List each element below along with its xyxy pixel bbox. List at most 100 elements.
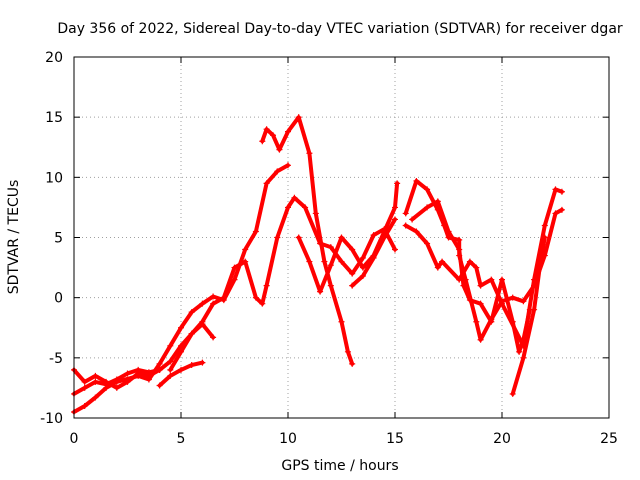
- data-point: [537, 258, 544, 265]
- data-point: [231, 276, 238, 283]
- data-point: [327, 244, 334, 251]
- data-point: [349, 360, 356, 367]
- data-point: [188, 309, 195, 316]
- data-point: [252, 294, 259, 301]
- data-point: [466, 258, 473, 265]
- data-point: [210, 300, 217, 307]
- data-point: [302, 204, 309, 211]
- data-point: [285, 162, 291, 169]
- data-point: [338, 234, 345, 241]
- data-point: [424, 186, 431, 193]
- data-point: [270, 132, 277, 139]
- data-point: [81, 384, 88, 391]
- data-point: [516, 348, 523, 355]
- data-point: [327, 282, 334, 289]
- data-point: [445, 228, 452, 235]
- data-point: [409, 216, 416, 223]
- data-point: [370, 254, 377, 261]
- data-point: [145, 372, 152, 379]
- series-track-4: [156, 359, 206, 389]
- data-point: [349, 282, 356, 289]
- data-point: [295, 114, 302, 121]
- data-point: [552, 210, 559, 217]
- data-point: [359, 254, 366, 261]
- data-point: [124, 378, 131, 385]
- x-tick-label: 5: [177, 431, 186, 447]
- series-track-2: [71, 162, 291, 415]
- data-point: [263, 126, 270, 133]
- data-point: [541, 234, 548, 241]
- data-point: [473, 264, 480, 271]
- series-track-11: [402, 186, 565, 349]
- data-point: [178, 324, 184, 331]
- y-tick-label: 15: [45, 110, 63, 126]
- data-point: [263, 282, 270, 289]
- data-point: [92, 394, 99, 401]
- series-track-7: [295, 180, 401, 295]
- data-point: [327, 262, 334, 269]
- data-point: [199, 359, 206, 366]
- y-tick-label: 5: [54, 231, 63, 247]
- data-point: [434, 198, 441, 205]
- data-point: [359, 273, 366, 280]
- data-point: [392, 204, 398, 211]
- data-point: [291, 194, 298, 201]
- data-point: [488, 276, 495, 283]
- y-tick-label: 10: [45, 170, 63, 186]
- data-point: [456, 236, 463, 243]
- y-tick-label: 20: [45, 50, 63, 66]
- data-point: [509, 294, 516, 301]
- y-axis-label: SDTVAR / TECUs: [6, 180, 22, 295]
- data-point: [439, 258, 446, 265]
- x-axis-label: GPS time / hours: [281, 458, 398, 474]
- data-point: [558, 206, 565, 213]
- data-point: [392, 246, 398, 253]
- data-point: [321, 258, 328, 265]
- series-line: [168, 195, 397, 372]
- data-point: [381, 234, 388, 241]
- data-point: [552, 186, 559, 193]
- data-point: [285, 204, 291, 211]
- data-point: [178, 366, 184, 373]
- x-tick-label: 20: [493, 431, 511, 447]
- data-point: [167, 358, 174, 365]
- series-track-6: [259, 114, 356, 367]
- series-track-12: [509, 234, 548, 397]
- series-line: [410, 199, 532, 354]
- data-point: [178, 348, 184, 355]
- data-point: [520, 354, 527, 361]
- data-point: [231, 264, 238, 271]
- chart-title: Day 356 of 2022, Sidereal Day-to-day VTE…: [57, 21, 623, 37]
- x-tick-label: 15: [386, 431, 404, 447]
- data-point: [167, 366, 174, 373]
- data-point: [103, 384, 110, 391]
- x-tick-label: 10: [279, 431, 297, 447]
- data-point: [259, 300, 266, 307]
- data-point: [312, 210, 319, 217]
- data-point: [242, 258, 249, 265]
- data-point: [103, 378, 110, 385]
- y-tick-label: 0: [54, 291, 63, 307]
- data-point: [413, 228, 420, 235]
- data-point: [156, 360, 163, 367]
- data-point: [81, 378, 88, 385]
- data-point: [370, 232, 377, 239]
- data-point: [210, 334, 217, 341]
- data-point: [477, 282, 484, 289]
- data-point: [456, 246, 463, 253]
- data-point: [81, 402, 88, 409]
- data-point: [199, 318, 206, 325]
- data-point: [317, 288, 324, 295]
- data-point: [156, 366, 163, 373]
- data-point: [477, 336, 484, 343]
- data-point: [135, 370, 142, 377]
- data-point: [263, 180, 270, 187]
- data-point: [167, 342, 174, 349]
- series-line: [403, 187, 564, 348]
- data-point: [466, 297, 473, 304]
- data-point: [285, 128, 291, 135]
- data-point: [456, 276, 463, 283]
- data-point: [424, 240, 431, 247]
- data-series: [71, 114, 565, 415]
- series-line: [72, 163, 290, 414]
